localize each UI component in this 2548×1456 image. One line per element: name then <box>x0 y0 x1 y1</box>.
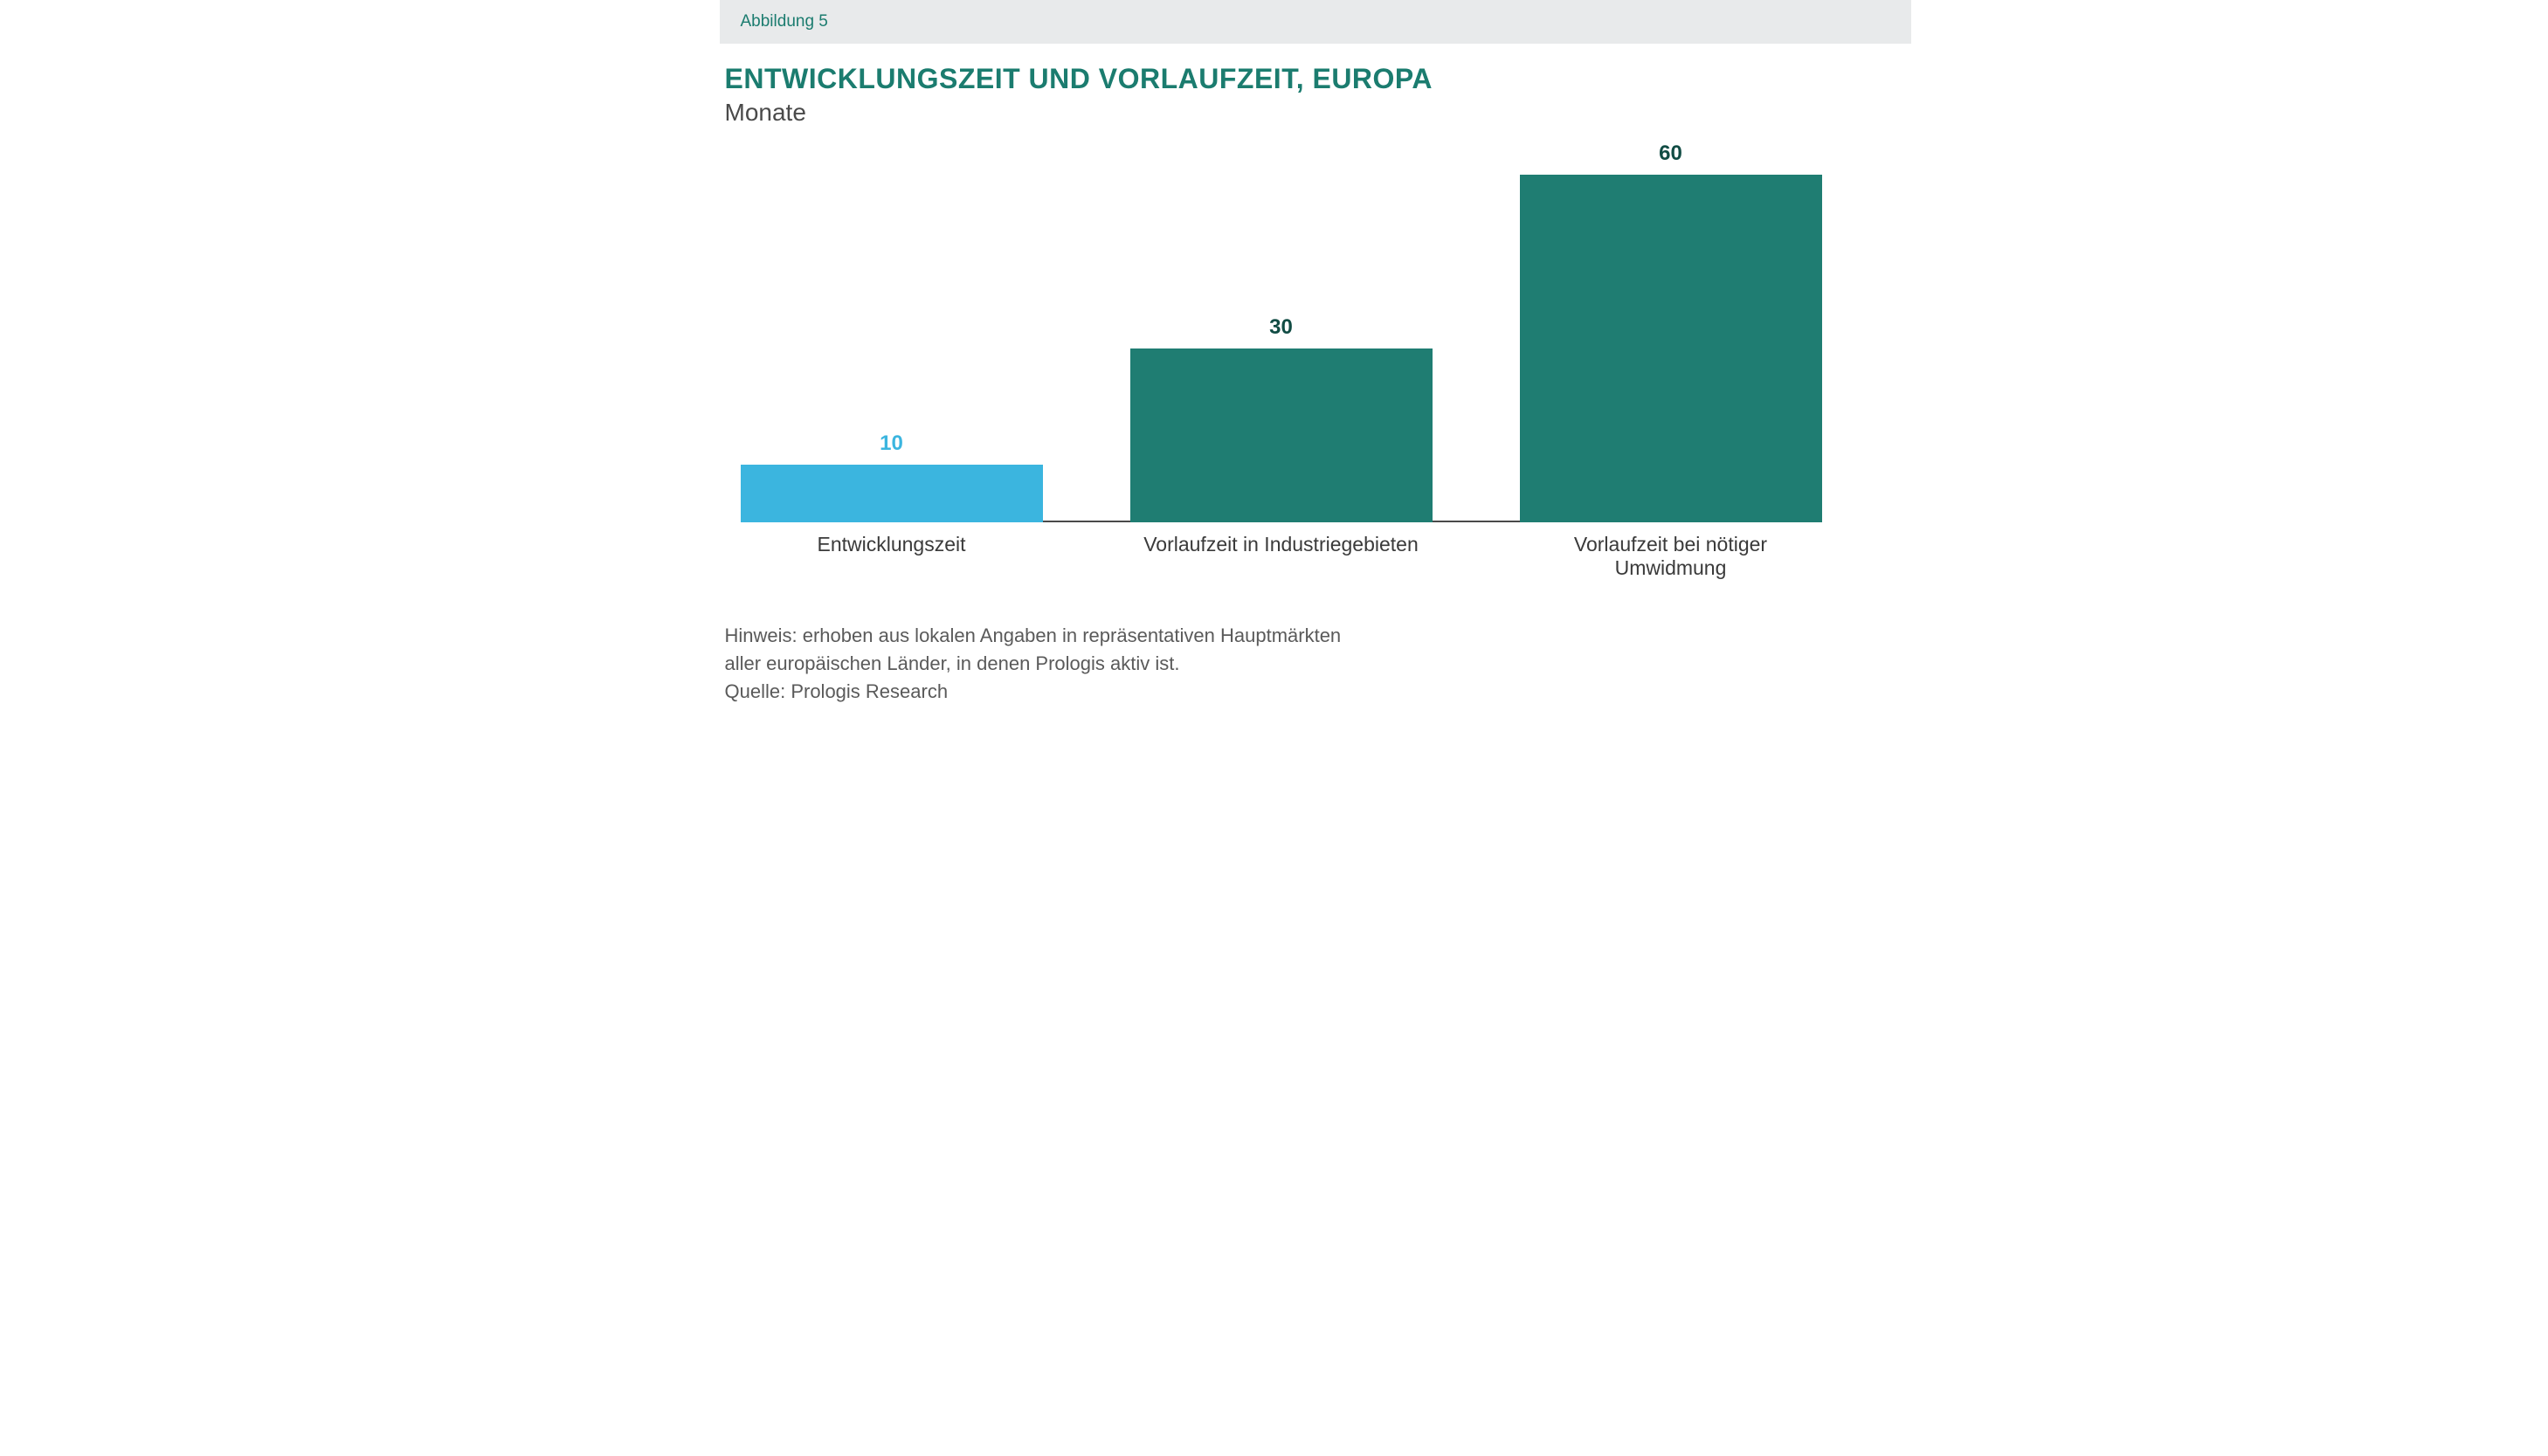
chart-title: ENTWICKLUNGSZEIT UND VORLAUFZEIT, EUROPA <box>725 63 1433 95</box>
bar <box>741 465 1043 522</box>
x-axis-label: Vorlaufzeit bei nötiger Umwidmung <box>1520 533 1822 580</box>
figure-label: Abbildung 5 <box>741 12 828 31</box>
x-axis-label: Entwicklungszeit <box>741 533 1043 556</box>
footnote-line: Hinweis: erhoben aus lokalen Angaben in … <box>725 622 1342 650</box>
bar <box>1130 348 1433 522</box>
chart-page: Abbildung 5 ENTWICKLUNGSZEIT UND VORLAUF… <box>638 0 1911 728</box>
title-block: ENTWICKLUNGSZEIT UND VORLAUFZEIT, EUROPA… <box>725 63 1433 127</box>
header-bar: Abbildung 5 <box>720 0 1911 44</box>
bar-group: 60 <box>1520 141 1822 522</box>
bar <box>1520 175 1822 522</box>
bar-group: 30 <box>1130 315 1433 522</box>
bar-chart: 103060 <box>741 155 1822 522</box>
x-axis-label: Vorlaufzeit in Industriegebieten <box>1130 533 1433 556</box>
x-axis-labels: Entwicklungszeit Vorlaufzeit in Industrie… <box>741 533 1822 603</box>
bar-value-label: 10 <box>880 431 903 456</box>
bar-value-label: 60 <box>1659 141 1682 166</box>
chart-subtitle: Monate <box>725 99 1433 127</box>
footnote: Hinweis: erhoben aus lokalen Angaben in … <box>725 622 1342 706</box>
footnote-line: Quelle: Prologis Research <box>725 678 1342 706</box>
footnote-line: aller europäischen Länder, in denen Prol… <box>725 650 1342 678</box>
bar-group: 10 <box>741 431 1043 522</box>
bar-value-label: 30 <box>1269 315 1293 340</box>
